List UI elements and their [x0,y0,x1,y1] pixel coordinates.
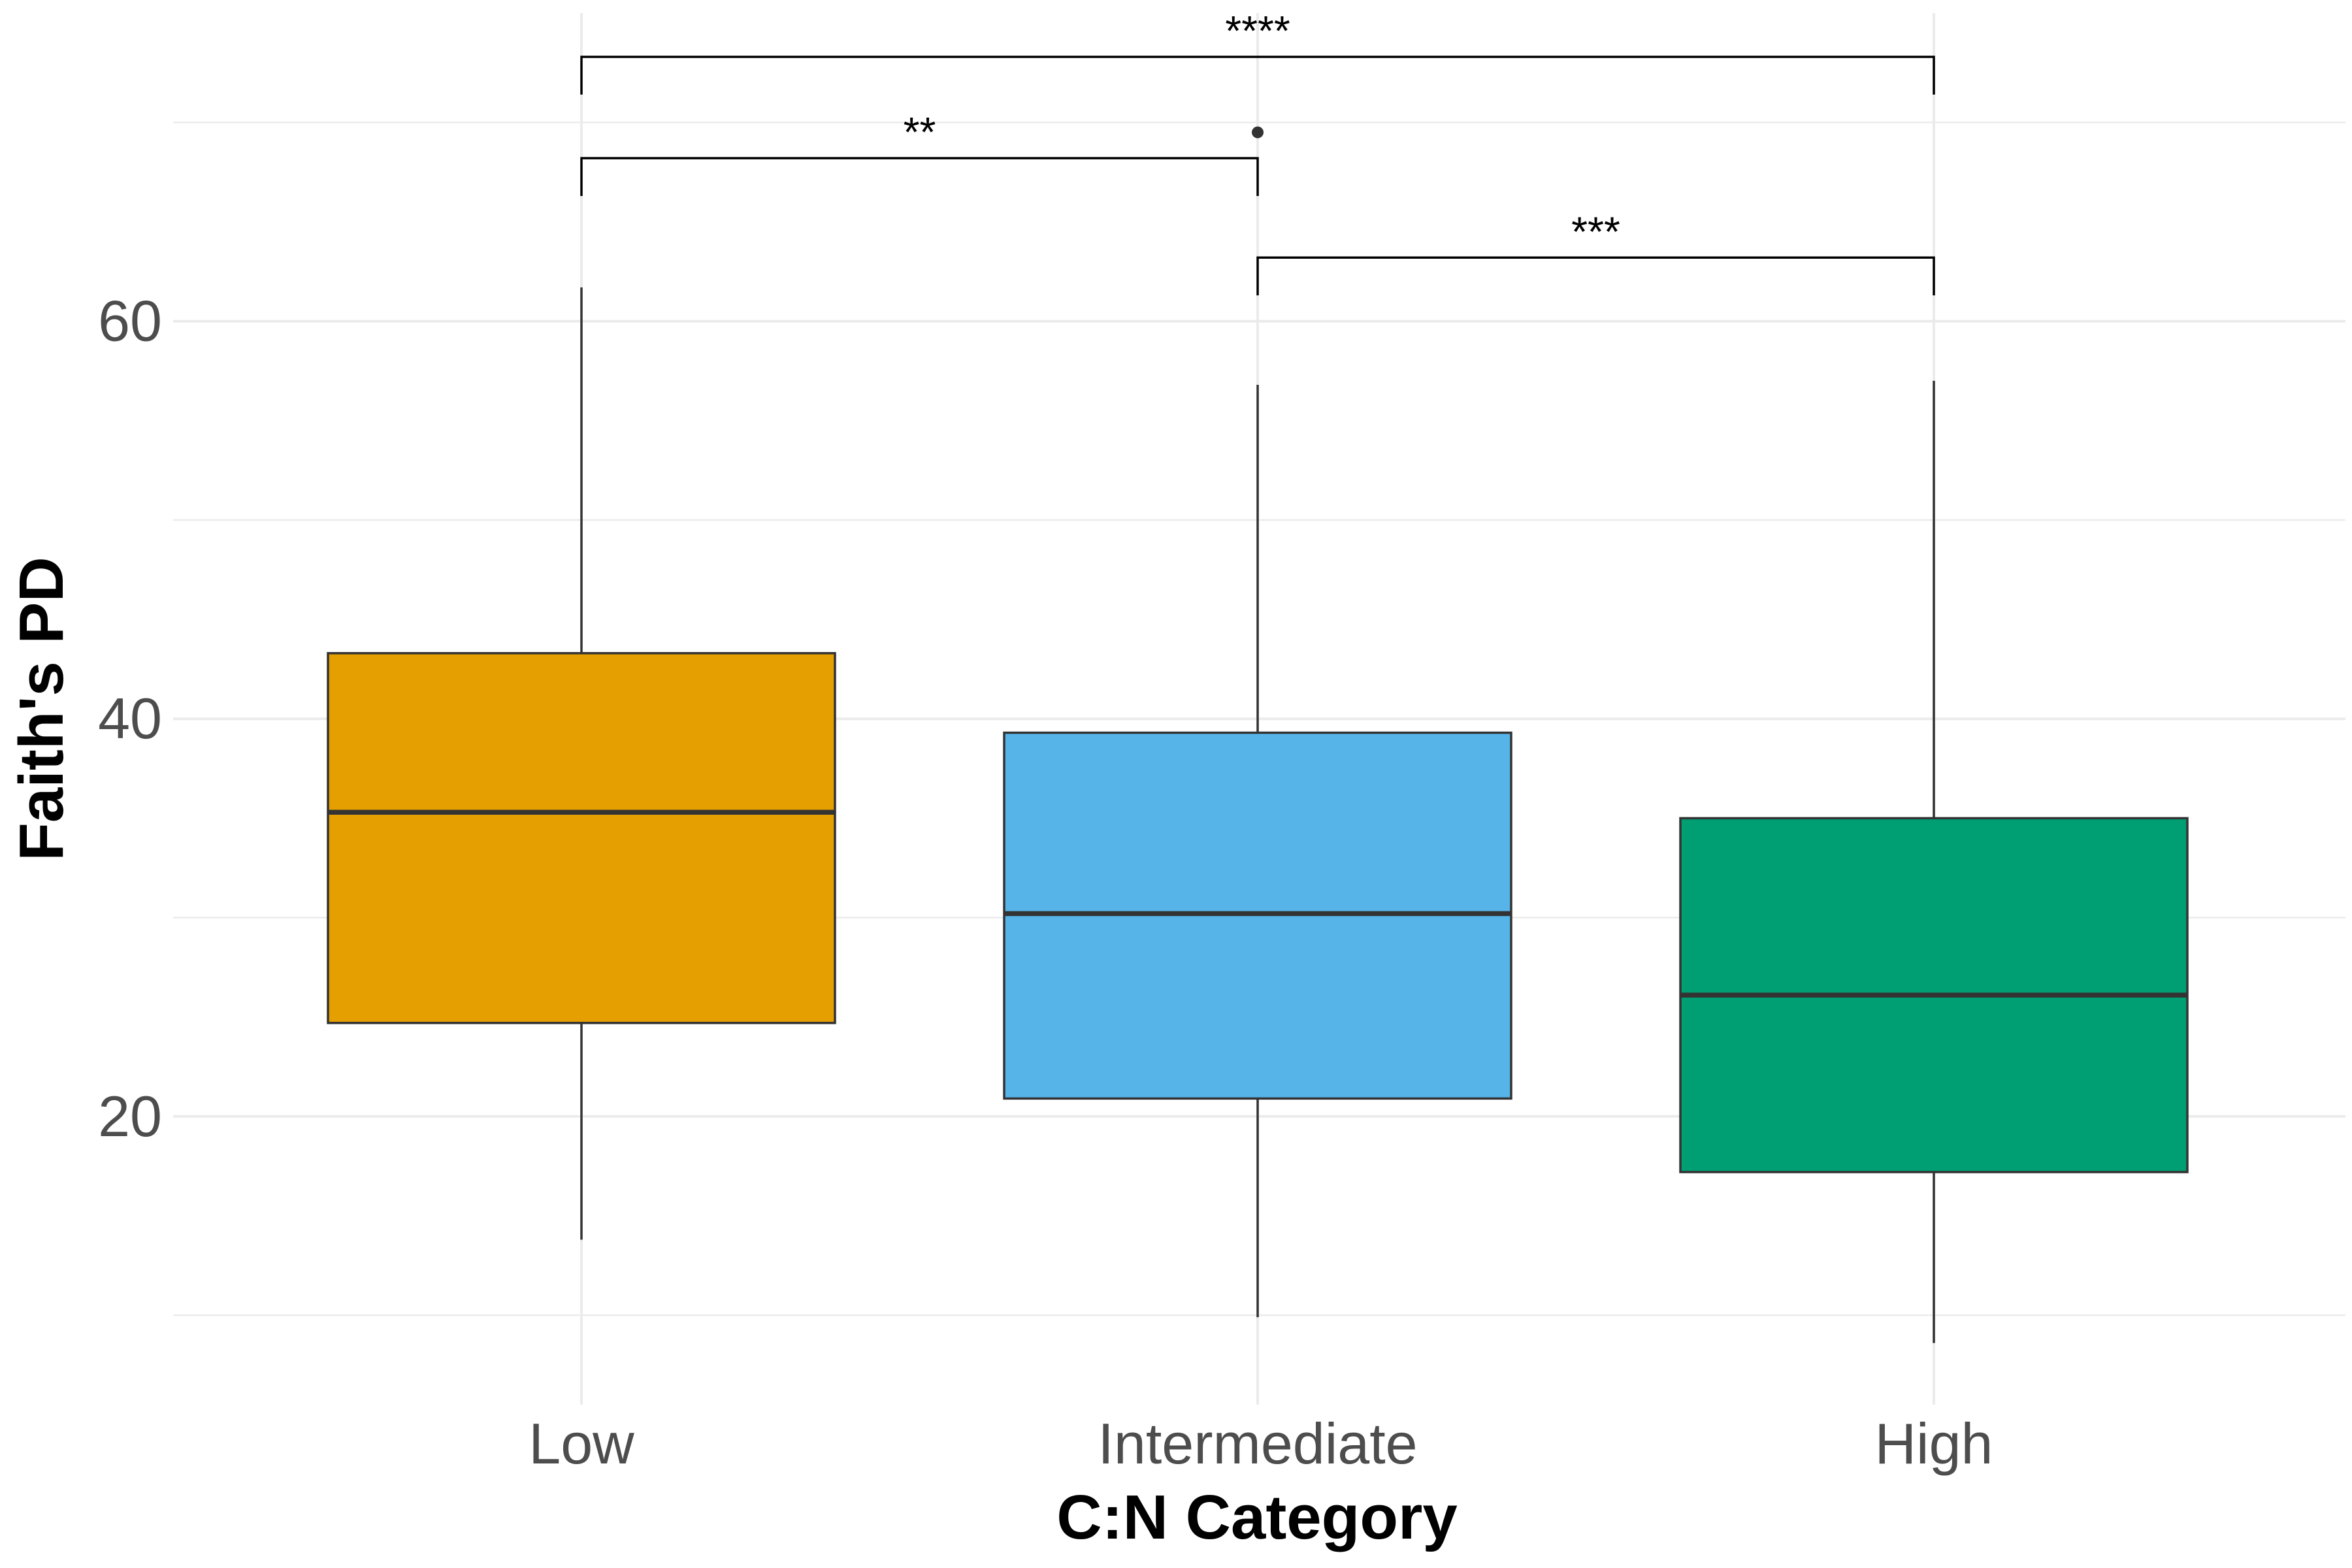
significance-label: **** [1225,7,1290,54]
box-low [327,287,836,1240]
x-tick-label: Low [529,1411,634,1476]
significance-brackets: ********* [580,7,1935,296]
box-iqr [327,652,836,1024]
x-tick-label: High [1875,1411,1993,1476]
bracket-low-high: **** [580,7,1935,95]
y-tick-label: 60 [98,289,162,353]
bracket-line [580,157,1259,196]
bracket-low-intermediate: ** [580,108,1259,196]
outlier-point [1252,126,1264,139]
x-tick-label: Intermediate [1098,1411,1417,1476]
x-axis-ticks: Low Intermediate High [529,1411,1993,1476]
x-axis-title: C:N Category [1056,1482,1457,1552]
bracket-line [1256,256,1935,296]
y-tick-label: 20 [98,1084,162,1149]
significance-label: *** [1571,208,1620,255]
box-intermediate [1003,126,1512,1318]
bracket-intermediate-high: *** [1256,208,1935,296]
y-axis-title: Faith's PD [7,557,76,861]
significance-label: ** [904,108,936,155]
boxplots [327,126,2189,1343]
box-high [1679,380,2189,1343]
y-axis-ticks: 20 40 60 [98,289,162,1149]
bracket-line [580,56,1935,95]
y-tick-label: 40 [98,686,162,751]
